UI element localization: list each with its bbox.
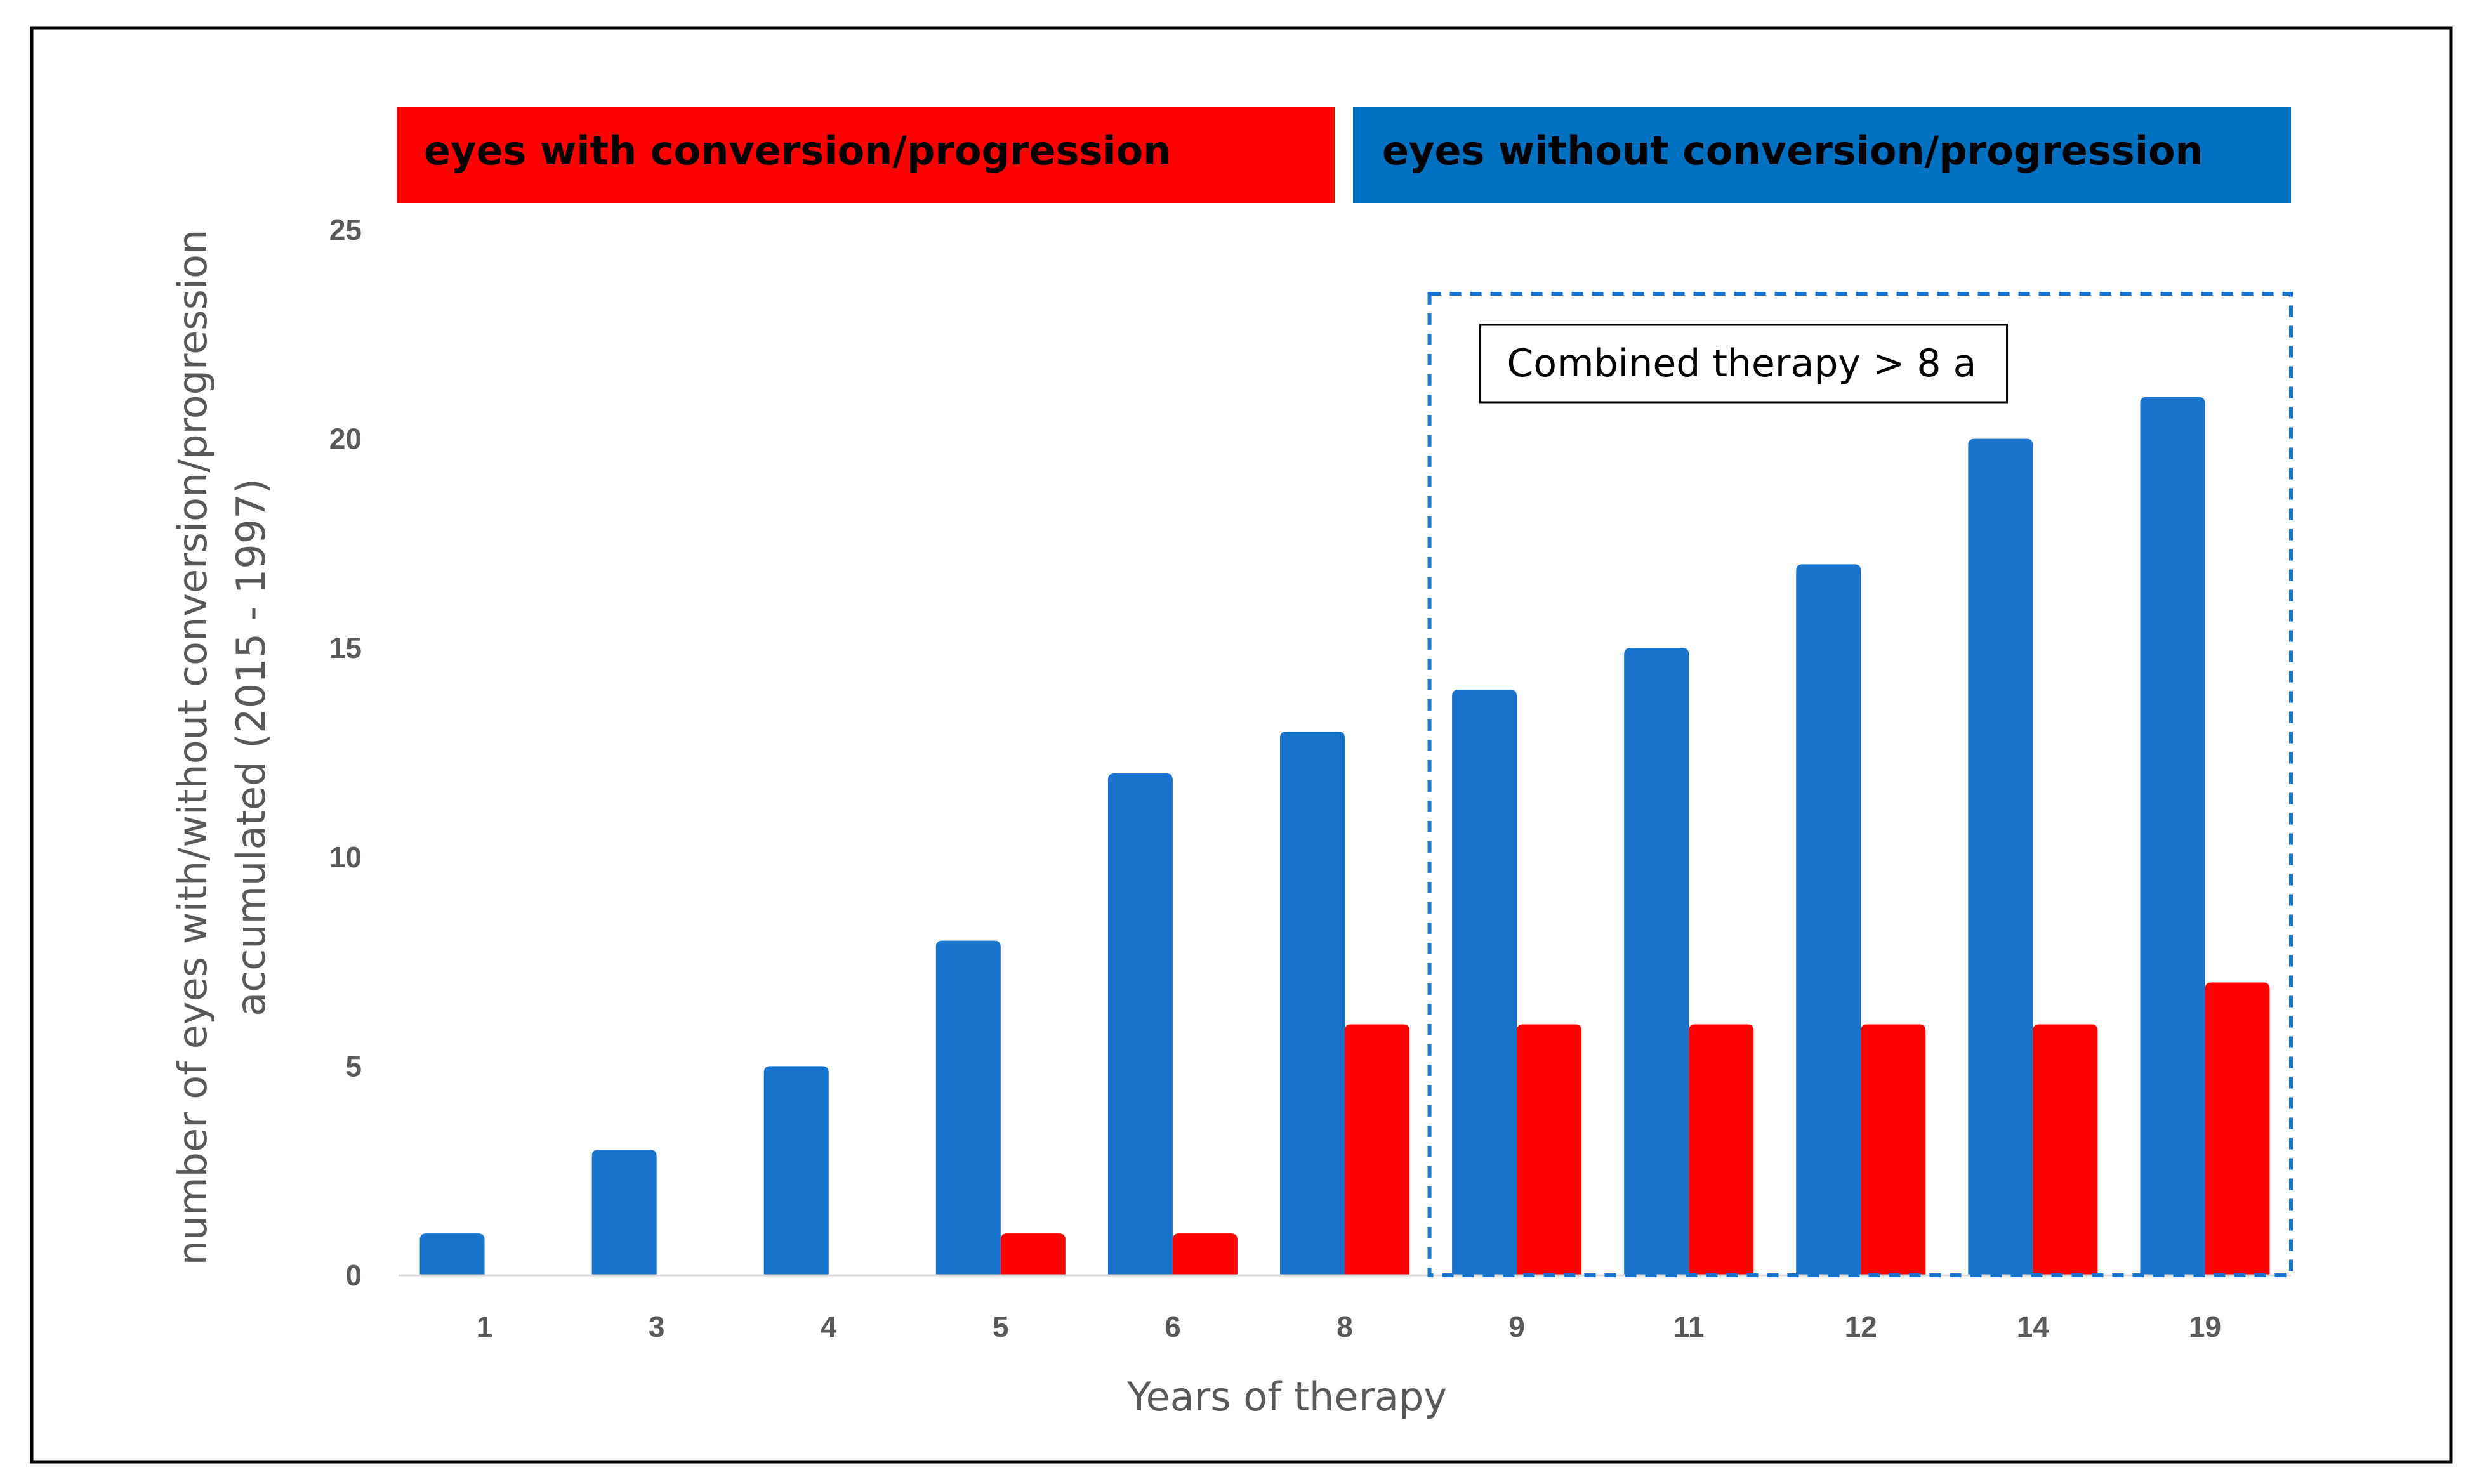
annotation-box — [1479, 324, 2009, 404]
bar-without — [419, 1233, 485, 1275]
bar-with — [1172, 1233, 1238, 1275]
bar-without — [2140, 397, 2205, 1276]
x-tick-label: 8 — [1336, 1310, 1353, 1343]
y-tick-label: 10 — [329, 841, 362, 874]
bar-without — [1107, 773, 1173, 1275]
y-tick-label: 20 — [329, 423, 362, 456]
y-tick-label: 25 — [329, 213, 362, 246]
legend-banner-without-label: eyes without conversion/progression — [1382, 128, 2203, 174]
bar-with — [2033, 1024, 2098, 1275]
bar-without — [591, 1150, 657, 1275]
x-tick-label: 1 — [477, 1310, 493, 1343]
bar-without — [1452, 690, 1517, 1275]
x-tick-label: 3 — [649, 1310, 665, 1343]
x-tick-label: 11 — [1673, 1310, 1705, 1343]
x-tick-label: 19 — [2189, 1310, 2221, 1343]
bar-without — [1968, 438, 2033, 1275]
y-axis-title-line1: number of eyes with/without conversion/p… — [169, 230, 216, 1266]
highlight-dashed-box — [1427, 292, 2293, 1277]
legend-banner-without — [1353, 107, 2291, 203]
annotation-text: Combined therapy > 8 a — [1507, 341, 1977, 386]
x-tick-label: 9 — [1508, 1310, 1525, 1343]
x-tick-label: 5 — [993, 1310, 1009, 1343]
bar-with — [1861, 1024, 1926, 1275]
bar-with — [1517, 1024, 1582, 1275]
bar-with — [1689, 1024, 1754, 1275]
y-tick-label: 15 — [329, 631, 362, 664]
bar-without — [1280, 732, 1345, 1275]
x-tick-label: 12 — [1845, 1310, 1877, 1343]
y-tick-label: 5 — [345, 1049, 362, 1082]
bar-without — [1624, 648, 1689, 1275]
x-tick-label: 14 — [2017, 1310, 2050, 1343]
y-tick-label: 0 — [345, 1259, 362, 1292]
bar-without — [1796, 564, 1861, 1275]
x-axis-title: Years of therapy — [1126, 1374, 1447, 1420]
bar-without — [935, 940, 1001, 1275]
legend-banner-with — [397, 107, 1335, 203]
bar-with — [1345, 1024, 1409, 1275]
highlight-region: Combined therapy > 8 a — [1427, 292, 2293, 1277]
legend-banner-with-label: eyes with conversion/progression — [424, 128, 1171, 174]
bar-without — [763, 1066, 829, 1275]
x-tick-label: 4 — [821, 1310, 837, 1343]
bar-with — [2205, 982, 2270, 1275]
y-axis-title-line2: accumulated (2015 - 1997) — [228, 478, 274, 1016]
plot-area: 0 5 10 15 20 25 1 3 4 5 6 8 9 11 12 14 19 — [329, 213, 2291, 1343]
bar-with — [1000, 1233, 1066, 1275]
x-tick-label: 6 — [1165, 1310, 1181, 1343]
